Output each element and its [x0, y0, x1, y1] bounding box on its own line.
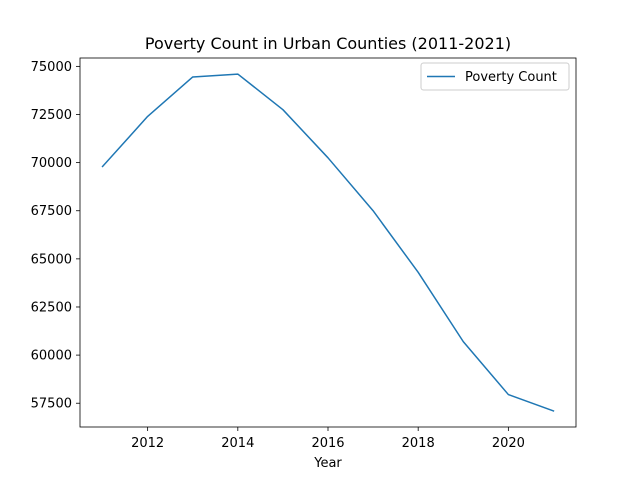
plot-frame — [79, 57, 577, 428]
plot-area: 2012 2014 2016 2018 2020 57500 60000 62500 65000… — [31, 57, 577, 451]
legend-label: Poverty Count — [465, 70, 557, 85]
y-tick-label: 60000 — [31, 349, 72, 364]
legend-box — [420, 62, 570, 91]
x-tick-label: 2018 — [402, 436, 435, 451]
y-tick-label: 67500 — [31, 204, 72, 219]
y-tick-label: 72500 — [31, 108, 72, 123]
series-line-0 — [101, 73, 555, 412]
y-tick-label: 62500 — [31, 300, 72, 315]
x-tick-label: 2014 — [221, 436, 254, 451]
legend: Poverty Count — [420, 62, 570, 91]
y-tick-label: 75000 — [31, 60, 72, 75]
x-axis-label: Year — [313, 456, 342, 471]
y-tick-label: 70000 — [31, 156, 72, 171]
x-tick-label: 2016 — [311, 436, 344, 451]
chart-title: Poverty Count in Urban Counties (2011-20… — [145, 34, 511, 53]
y-tick-label: 65000 — [31, 252, 72, 267]
x-tick-label: 2020 — [492, 436, 525, 451]
y-tick-label: 57500 — [31, 397, 72, 412]
x-tick-label: 2012 — [131, 436, 164, 451]
